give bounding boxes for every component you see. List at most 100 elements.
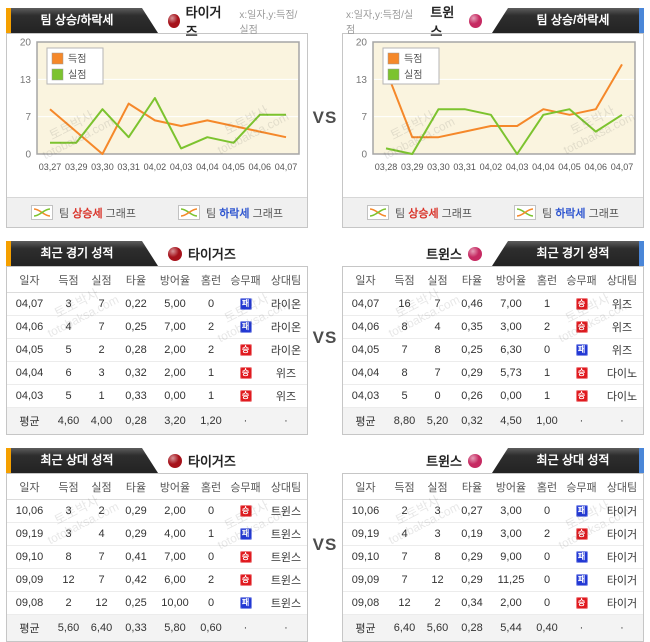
result-cell: 승 xyxy=(562,315,601,339)
cell: 다이노 xyxy=(601,361,643,385)
win-badge-icon: 승 xyxy=(575,597,588,610)
cell: 8 xyxy=(388,361,421,385)
cell: 10,00 xyxy=(154,591,196,615)
column-header: 방어율 xyxy=(154,267,196,293)
cell: 5,60 xyxy=(52,614,85,641)
cell: 0,35 xyxy=(454,315,490,339)
cell: 트윈스 xyxy=(265,591,307,615)
cell: 12 xyxy=(52,568,85,592)
cell: 1 xyxy=(85,384,118,408)
table-row: 09,08 12 2 0,34 2,00 0 승 타이거 xyxy=(343,591,643,615)
lose-badge-icon: 패 xyxy=(239,597,252,610)
svg-text:03,30: 03,30 xyxy=(91,162,114,172)
cell: 09,10 xyxy=(343,545,388,569)
cell: 09,09 xyxy=(7,568,52,592)
win-badge-icon: 승 xyxy=(575,367,588,380)
cell: 트윈스 xyxy=(265,499,307,523)
column-header: 방어율 xyxy=(490,474,532,500)
cell: 3 xyxy=(52,522,85,546)
tab-recent-left[interactable]: 최근 경기 성적 xyxy=(6,241,158,266)
column-header: 승무패 xyxy=(562,474,601,500)
cell: 0 xyxy=(196,499,226,523)
recent-games-table-right: 일자 득점 실점 타율 방어율 홈런 승무패 상대팀 04,07 16 7 0,46 7,00 1 승 위즈 0… xyxy=(343,267,643,434)
lose-badge-icon: 패 xyxy=(239,298,252,311)
cell: 12 xyxy=(85,591,118,615)
cell: 8,80 xyxy=(388,407,421,434)
cell: 04,07 xyxy=(343,292,388,316)
column-header: 일자 xyxy=(343,474,388,500)
cell: 트윈스 xyxy=(265,568,307,592)
tab-h2h-right[interactable]: 최근 상대 성적 xyxy=(492,448,644,473)
trend-panel-left: 팀 상승/하락세 타이거즈 x:일자,y:득점/실점 0 7 13 20 03,27 03… xyxy=(6,5,308,228)
h2h-table-left: 일자 득점 실점 타율 방어율 홈런 승무패 상대팀 10,06 3 2 0,29 2,00 0 승 트윈스 0… xyxy=(7,474,307,641)
tab-trend-right[interactable]: 팀 상승/하락세 xyxy=(492,8,644,33)
table-row: 04,05 5 2 0,28 2,00 2 승 라이온 xyxy=(7,338,307,362)
result-cell: 승 xyxy=(562,361,601,385)
cell: 3 xyxy=(85,361,118,385)
cell: 4 xyxy=(52,315,85,339)
win-badge-icon: 승 xyxy=(239,390,252,403)
cell: 4 xyxy=(85,522,118,546)
lose-badge-icon: 패 xyxy=(575,574,588,587)
column-header: 상대팀 xyxy=(601,267,643,293)
cell: 타이거 xyxy=(601,499,643,523)
cell: 0,00 xyxy=(154,384,196,408)
cell: 09,10 xyxy=(7,545,52,569)
cell: 4 xyxy=(421,315,454,339)
cell: 트윈스 xyxy=(265,545,307,569)
result-cell: 패 xyxy=(562,499,601,523)
column-header: 홈런 xyxy=(532,474,562,500)
cell: 04,03 xyxy=(7,384,52,408)
cell: 0,42 xyxy=(118,568,154,592)
tab-recent-right[interactable]: 최근 경기 성적 xyxy=(492,241,644,266)
axis-hint: x:일자,y:득점/실점 xyxy=(346,9,414,36)
column-header: 방어율 xyxy=(154,474,196,500)
cell: 라이온 xyxy=(265,292,307,316)
column-header: 타율 xyxy=(118,474,154,500)
cell: 타이거 xyxy=(601,545,643,569)
table-row: 04,06 8 4 0,35 3,00 2 승 위즈 xyxy=(343,315,643,339)
column-header: 득점 xyxy=(388,267,421,293)
average-row: 평균 6,40 5,60 0,28 5,44 0,40 · · xyxy=(343,614,643,641)
column-header: 승무패 xyxy=(562,267,601,293)
cell: 0,33 xyxy=(118,614,154,641)
cell: 4,60 xyxy=(52,407,85,434)
cell: 0 xyxy=(196,292,226,316)
cell: 04,04 xyxy=(343,361,388,385)
trend-legend-strip: 팀 상승세 그래프 팀 하락세 그래프 xyxy=(7,197,307,227)
cell: 8 xyxy=(52,545,85,569)
cell: 2,00 xyxy=(154,499,196,523)
column-header: 타율 xyxy=(118,267,154,293)
cell: 0,19 xyxy=(454,522,490,546)
svg-text:13: 13 xyxy=(20,75,32,86)
cell: 평균 xyxy=(343,614,388,641)
cell: · xyxy=(265,407,307,434)
result-cell: 승 xyxy=(226,545,265,569)
cell: 09,09 xyxy=(343,568,388,592)
win-badge-icon: 승 xyxy=(239,574,252,587)
cell: 6,30 xyxy=(490,338,532,362)
cell: 2 xyxy=(196,568,226,592)
cell: 0,41 xyxy=(118,545,154,569)
cell: 5,20 xyxy=(421,407,454,434)
svg-text:득점: 득점 xyxy=(404,53,422,65)
team-name: 트윈스 xyxy=(426,247,462,262)
result-cell: 패 xyxy=(226,591,265,615)
cell: 1 xyxy=(196,361,226,385)
cell: 0,28 xyxy=(118,338,154,362)
cell: 0,40 xyxy=(532,614,562,641)
team-logo-icon xyxy=(168,246,182,261)
cell: · xyxy=(562,614,601,641)
cell: 7 xyxy=(388,338,421,362)
cell: 04,05 xyxy=(343,338,388,362)
tab-trend-left[interactable]: 팀 상승/하락세 xyxy=(6,8,158,33)
result-cell: 승 xyxy=(226,499,265,523)
cell: 5,80 xyxy=(154,614,196,641)
cell: 평균 xyxy=(7,614,52,641)
cell: 1,20 xyxy=(196,407,226,434)
cell: 5,44 xyxy=(490,614,532,641)
column-header: 타율 xyxy=(454,474,490,500)
tab-h2h-left[interactable]: 최근 상대 성적 xyxy=(6,448,158,473)
column-header: 득점 xyxy=(52,474,85,500)
